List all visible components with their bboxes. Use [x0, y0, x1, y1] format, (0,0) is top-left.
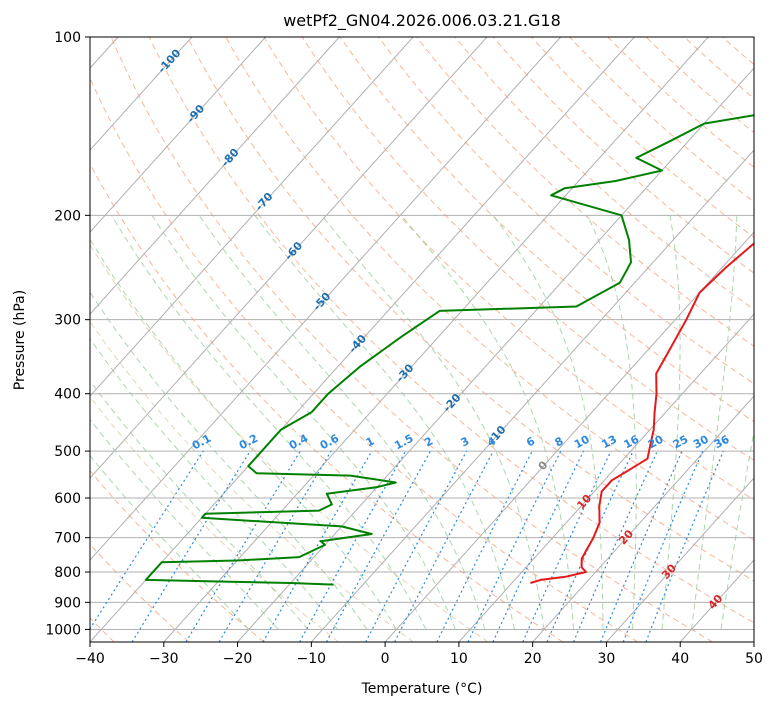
profiles: [144, 114, 754, 586]
mixing-ratio-line: [262, 450, 373, 642]
y-tick-label: 700: [54, 531, 81, 547]
plot-area: [90, 37, 754, 642]
dry-adiabat-line: [90, 320, 414, 642]
dry-adiabat-line: [225, 37, 754, 541]
x-tick-label: 40: [671, 651, 689, 667]
x-axis-title: Temperature (°C): [361, 681, 483, 697]
dewpoint-profile: [144, 114, 754, 586]
y-axis-title: Pressure (hPa): [12, 290, 28, 390]
dry-adiabat-line: [148, 37, 754, 624]
isotherm-line: [310, 149, 754, 642]
moist-adiabat-line: [111, 215, 427, 630]
mixing-ratio-line: [436, 450, 533, 642]
mixing-ratio-line: [185, 450, 301, 642]
isotherm-line: [90, 37, 340, 315]
dry-adiabat-line: [416, 37, 754, 347]
isotherm-line: [90, 37, 635, 642]
plot-layer: -100-90-80-70-60-50-40-30-20-10010203040…: [90, 37, 754, 642]
dry-adiabat-line: [90, 395, 339, 642]
mixing-ratio-line: [325, 450, 431, 642]
isobar-grid: [90, 37, 754, 630]
mixing-ratio-label: 36: [712, 433, 732, 452]
x-tick-label: −40: [75, 651, 105, 667]
dry-adiabat-line: [90, 76, 639, 642]
y-tick-label: 500: [54, 444, 81, 460]
dry-adiabat-line: [492, 37, 754, 274]
y-tick-label: 900: [54, 595, 81, 611]
y-tick-label: 600: [54, 491, 81, 507]
isotherm-line: [532, 395, 754, 642]
chart-title: wetPf2_GN04.2026.006.03.21.G18: [283, 11, 561, 31]
dry-adiabat-line: [531, 37, 754, 238]
y-tick-label: 800: [54, 565, 81, 581]
mixing-ratio-line: [299, 450, 407, 642]
moist-adiabat-line: [254, 215, 515, 630]
dry-adiabat-line: [90, 243, 489, 642]
isotherm-line: [90, 37, 488, 479]
mixing-ratio-line: [467, 450, 562, 642]
mixing-ratio-line: [365, 450, 468, 642]
mixing-ratio-label: 10: [572, 432, 592, 451]
x-tick-label: −10: [297, 651, 327, 667]
dry-adiabats: [90, 37, 754, 642]
isotherm-line: [90, 37, 266, 233]
x-tick-label: 10: [450, 651, 468, 667]
mixing-ratio-label: 16: [622, 433, 642, 452]
mixing-ratio-label: 20: [646, 432, 666, 451]
mixing-ratio-line: [218, 450, 332, 642]
y-tick-label: 1000: [45, 622, 81, 638]
x-tick-label: 20: [524, 651, 542, 667]
mixing-ratio-label: 25: [671, 433, 691, 452]
mixing-ratio-line: [492, 450, 585, 642]
plot-frame: [89, 36, 755, 643]
dry-adiabat-line: [110, 37, 713, 642]
dry-adiabat-line: [90, 162, 564, 642]
mixing-ratio-lines: [90, 450, 724, 642]
mixing-ratio-label: 13: [599, 433, 619, 452]
mixing-ratio-line: [645, 450, 724, 642]
dry-adiabat-line: [187, 37, 754, 582]
x-tick-label: −20: [223, 651, 253, 667]
isotherm-line: [458, 313, 754, 642]
x-axis: −40 −30 −20 −10 0 10 20 30 40 50: [75, 642, 763, 667]
x-tick-label: −30: [149, 651, 179, 667]
temperature-profile: [530, 242, 754, 584]
y-axis: 100 200 300 400 500 600 700 800 900 1000: [45, 30, 90, 638]
isotherm-line: [90, 37, 193, 151]
y-tick-label: 300: [54, 313, 81, 329]
isotherm-line: [606, 477, 754, 642]
mixing-ratio-line: [394, 450, 494, 642]
y-tick-label: 100: [54, 30, 81, 46]
isotherm-line: [163, 37, 709, 642]
dry-adiabat-line: [263, 37, 754, 501]
dry-adiabat-line: [378, 37, 754, 385]
mixing-ratio-label: 30: [691, 433, 711, 452]
mixing-ratio-line: [131, 450, 251, 642]
mixing-ratio-line: [522, 450, 612, 642]
isotherm-line: [384, 231, 754, 642]
y-tick-label: 400: [54, 387, 81, 403]
y-tick-label: 200: [54, 208, 81, 224]
isotherm-line: [90, 37, 414, 397]
isotherm-grid: [90, 37, 754, 642]
isotherm-line: [90, 37, 562, 561]
x-tick-label: 50: [745, 651, 763, 667]
x-tick-label: 0: [381, 651, 390, 667]
dry-adiabat-line: [454, 37, 754, 311]
x-tick-label: 30: [598, 651, 616, 667]
dry-adiabat-line: [339, 37, 754, 423]
